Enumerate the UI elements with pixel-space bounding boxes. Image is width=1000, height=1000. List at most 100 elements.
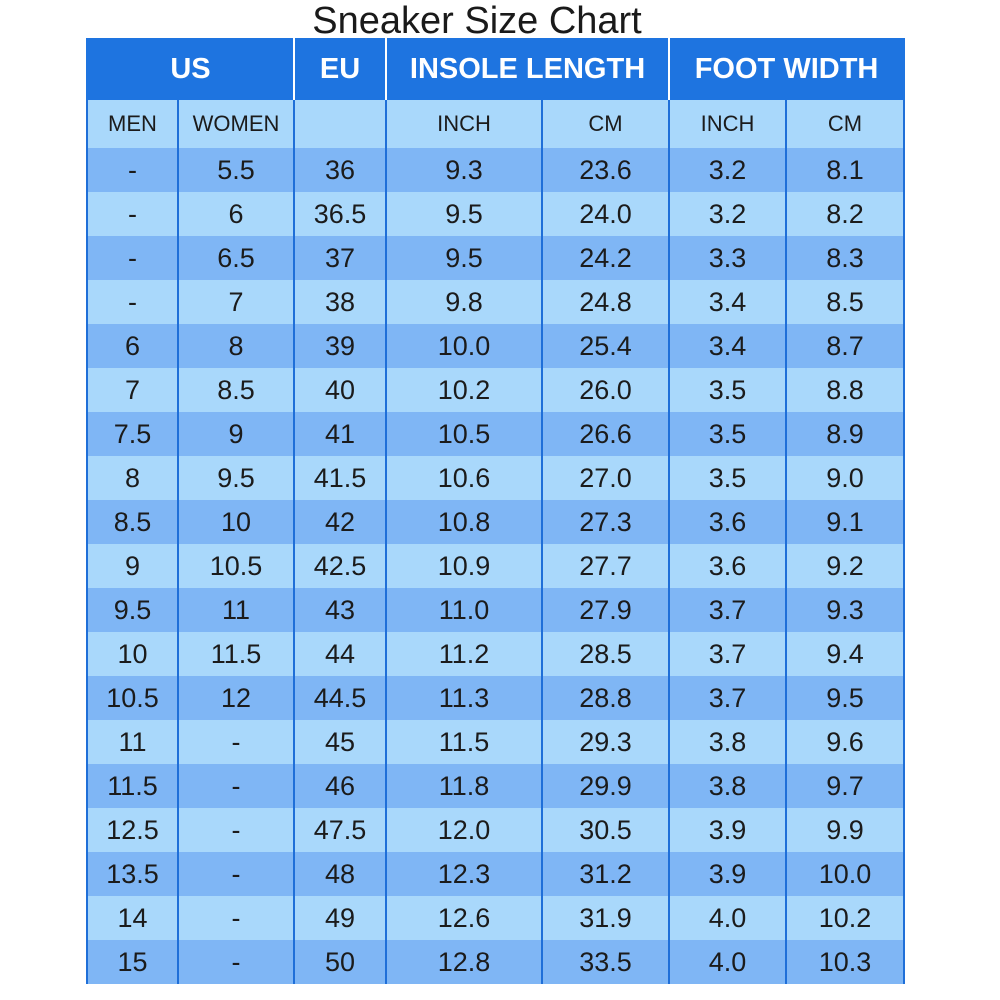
cell-width-cm: 9.2 (785, 544, 906, 588)
cell-width-inch: 3.2 (668, 192, 788, 236)
cell-width-cm: 9.4 (785, 632, 906, 676)
cell-width-inch: 3.7 (668, 588, 788, 632)
cell-width-inch: 3.5 (668, 456, 788, 500)
group-header-us: US (85, 38, 296, 100)
cell-insole-inch: 10.0 (385, 324, 544, 368)
cell-width-inch: 3.6 (668, 544, 788, 588)
chart-title: Sneaker Size Chart (312, 0, 642, 42)
cell-eu: 38 (293, 280, 388, 324)
cell-width-cm: 9.0 (785, 456, 906, 500)
cell-insole-cm: 26.0 (541, 368, 671, 412)
cell-insole-cm: 30.5 (541, 808, 671, 852)
cell-us-men: 15 (86, 940, 179, 984)
cell-eu: 48 (293, 852, 388, 896)
cell-insole-cm: 27.0 (541, 456, 671, 500)
cell-width-inch: 3.7 (668, 676, 788, 720)
cell-us-men: - (86, 148, 179, 192)
cell-us-women: 9 (176, 412, 296, 456)
cell-us-women: 9.5 (176, 456, 296, 500)
cell-width-inch: 3.3 (668, 236, 788, 280)
group-header-row: US EU INSOLE LENGTH FOOT WIDTH (85, 38, 906, 100)
cell-us-women: 8 (176, 324, 296, 368)
cell-insole-inch: 10.5 (385, 412, 544, 456)
cell-width-cm: 9.5 (785, 676, 906, 720)
cell-width-cm: 8.5 (785, 280, 906, 324)
cell-us-women: - (176, 808, 296, 852)
cell-insole-inch: 12.6 (385, 896, 544, 940)
cell-insole-inch: 11.8 (385, 764, 544, 808)
cell-insole-inch: 12.8 (385, 940, 544, 984)
cell-insole-cm: 27.9 (541, 588, 671, 632)
cell-width-cm: 8.7 (785, 324, 906, 368)
cell-us-women: - (176, 764, 296, 808)
cell-eu: 43 (293, 588, 388, 632)
cell-insole-cm: 31.9 (541, 896, 671, 940)
cell-eu: 50 (293, 940, 388, 984)
cell-insole-inch: 10.6 (385, 456, 544, 500)
cell-us-men: 7 (86, 368, 179, 412)
cell-us-men: 8.5 (86, 500, 179, 544)
cell-us-women: 8.5 (176, 368, 296, 412)
cell-insole-cm: 26.6 (541, 412, 671, 456)
cell-insole-inch: 12.3 (385, 852, 544, 896)
cell-eu: 40 (293, 368, 388, 412)
cell-width-inch: 3.4 (668, 324, 788, 368)
sub-header-width-inch: INCH (668, 100, 788, 148)
table-row: 14-49 12.6 31.9 4.0 10.2 (86, 896, 906, 940)
cell-us-women: 10.5 (176, 544, 296, 588)
cell-insole-cm: 31.2 (541, 852, 671, 896)
cell-us-women: 11 (176, 588, 296, 632)
cell-eu: 46 (293, 764, 388, 808)
cell-width-cm: 10.0 (785, 852, 906, 896)
cell-insole-inch: 11.0 (385, 588, 544, 632)
cell-width-inch: 3.6 (668, 500, 788, 544)
cell-insole-cm: 23.6 (541, 148, 671, 192)
cell-eu: 49 (293, 896, 388, 940)
table-row: 8 9.5 41.5 10.6 27.0 3.5 9.0 (86, 456, 906, 500)
cell-us-women: 12 (176, 676, 296, 720)
cell-insole-cm: 24.0 (541, 192, 671, 236)
cell-eu: 44.5 (293, 676, 388, 720)
group-header-eu: EU (293, 38, 388, 100)
table-row: -6.5 37 9.5 24.2 3.3 8.3 (86, 236, 906, 280)
cell-insole-cm: 29.3 (541, 720, 671, 764)
cell-insole-inch: 9.3 (385, 148, 544, 192)
cell-us-men: 13.5 (86, 852, 179, 896)
size-table: US EU INSOLE LENGTH FOOT WIDTH MEN WOMEN… (85, 38, 906, 984)
cell-width-inch: 4.0 (668, 896, 788, 940)
cell-eu: 36 (293, 148, 388, 192)
sub-header-row: MEN WOMEN INCH CM INCH CM (86, 100, 906, 148)
cell-us-men: 8 (86, 456, 179, 500)
cell-us-women: - (176, 852, 296, 896)
cell-us-men: 7.5 (86, 412, 179, 456)
table-row: 10 11.5 44 11.2 28.5 3.7 9.4 (86, 632, 906, 676)
cell-insole-cm: 29.9 (541, 764, 671, 808)
table-row: 15-50 12.8 33.5 4.0 10.3 (86, 940, 906, 984)
cell-insole-cm: 25.4 (541, 324, 671, 368)
cell-us-men: 14 (86, 896, 179, 940)
cell-us-women: - (176, 720, 296, 764)
cell-us-women: 10 (176, 500, 296, 544)
cell-insole-cm: 28.5 (541, 632, 671, 676)
cell-eu: 45 (293, 720, 388, 764)
cell-insole-inch: 10.8 (385, 500, 544, 544)
cell-us-women: - (176, 896, 296, 940)
group-header-insole-length: INSOLE LENGTH (385, 38, 671, 100)
table-row: 13.5-48 12.3 31.2 3.9 10.0 (86, 852, 906, 896)
cell-insole-inch: 10.2 (385, 368, 544, 412)
cell-us-men: 9 (86, 544, 179, 588)
cell-us-men: - (86, 280, 179, 324)
cell-eu: 42 (293, 500, 388, 544)
sub-header-women: WOMEN (176, 100, 296, 148)
cell-us-men: 6 (86, 324, 179, 368)
cell-insole-inch: 9.5 (385, 192, 544, 236)
cell-insole-inch: 9.8 (385, 280, 544, 324)
cell-width-inch: 3.2 (668, 148, 788, 192)
cell-width-inch: 3.9 (668, 808, 788, 852)
table-row: 12.5-47.5 12.0 30.5 3.9 9.9 (86, 808, 906, 852)
cell-width-inch: 3.7 (668, 632, 788, 676)
cell-width-cm: 8.8 (785, 368, 906, 412)
cell-width-cm: 10.3 (785, 940, 906, 984)
cell-us-women: 5.5 (176, 148, 296, 192)
cell-us-women: 6 (176, 192, 296, 236)
